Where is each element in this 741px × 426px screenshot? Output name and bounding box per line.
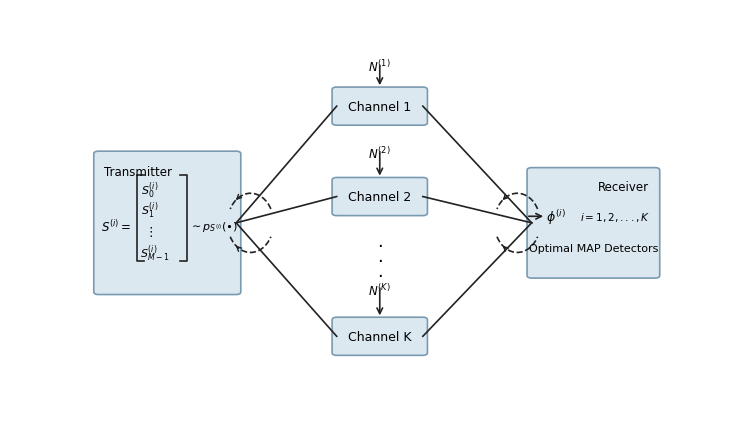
- Text: Transmitter: Transmitter: [104, 166, 172, 179]
- Text: $S_{M-1}^{(i)}$: $S_{M-1}^{(i)}$: [140, 242, 169, 263]
- Text: $\phi^{(i)}$: $\phi^{(i)}$: [546, 207, 566, 226]
- Text: Channel 2: Channel 2: [348, 190, 411, 204]
- FancyBboxPatch shape: [332, 178, 428, 216]
- Text: Optimal MAP Detectors: Optimal MAP Detectors: [529, 243, 658, 253]
- FancyBboxPatch shape: [332, 88, 428, 126]
- Text: $S_1^{(i)}$: $S_1^{(i)}$: [142, 200, 159, 221]
- Text: $N^{(1)}$: $N^{(1)}$: [368, 59, 391, 75]
- FancyBboxPatch shape: [332, 317, 428, 356]
- Text: Receiver: Receiver: [598, 181, 649, 194]
- Text: $S^{(i)}=$: $S^{(i)}=$: [102, 219, 131, 235]
- Text: $\cdot$
$\cdot$
$\cdot$: $\cdot$ $\cdot$ $\cdot$: [377, 235, 382, 284]
- Text: $\sim p_{S^{(i)}}(\bullet)$: $\sim p_{S^{(i)}}(\bullet)$: [188, 220, 238, 233]
- Text: $S_0^{(i)}$: $S_0^{(i)}$: [142, 180, 159, 201]
- Text: $N^{(2)}$: $N^{(2)}$: [368, 146, 391, 162]
- Text: Channel K: Channel K: [348, 330, 411, 343]
- Text: $N^{(K)}$: $N^{(K)}$: [368, 282, 391, 298]
- FancyBboxPatch shape: [94, 152, 241, 295]
- Text: $i=1,2,...,K$: $i=1,2,...,K$: [580, 210, 651, 223]
- Text: Channel 1: Channel 1: [348, 101, 411, 113]
- FancyBboxPatch shape: [527, 168, 659, 279]
- Text: $\vdots$: $\vdots$: [144, 225, 153, 239]
